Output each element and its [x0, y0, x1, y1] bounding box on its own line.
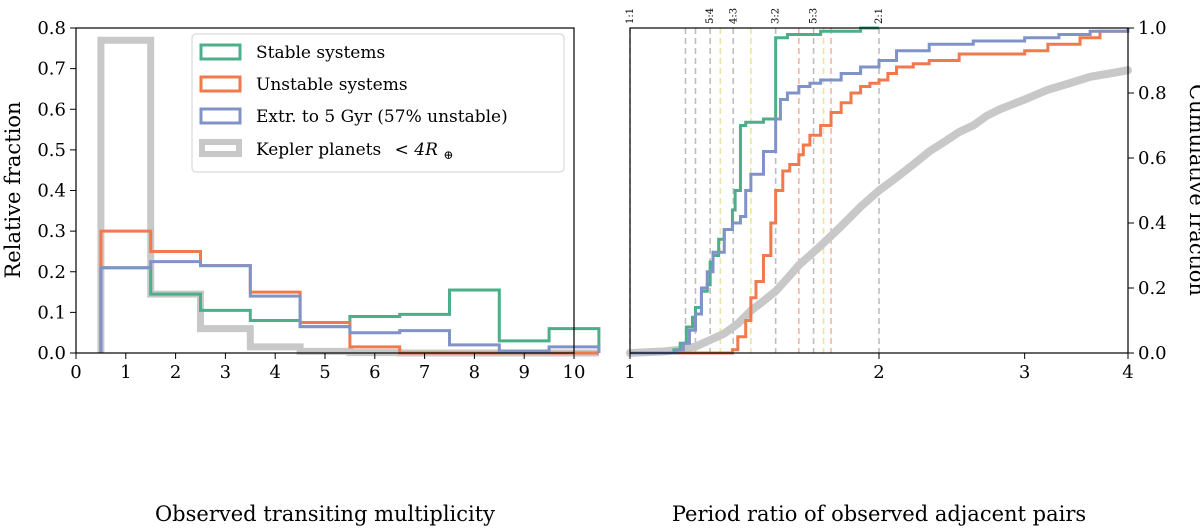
- histogram-x-axis-label: Observed transiting multiplicity: [155, 502, 495, 526]
- histogram-y-tick-label: 0.4: [37, 181, 66, 202]
- histogram-x-tick-label: 8: [469, 362, 480, 383]
- histogram-y-tick-label: 0.8: [37, 18, 66, 39]
- histogram-panel: 0 1 2 3 4 5 6 7 8 9 100.00.10.20.30.40.50.60.70.8 …: [1, 18, 601, 526]
- cumulative-y-axis-label: Cumulative fraction: [1185, 84, 1200, 296]
- histogram-x-tick-label: 9: [518, 362, 529, 383]
- histogram-x-tick-label: 1: [120, 362, 131, 383]
- histogram-y-tick-label: 0.7: [37, 59, 66, 80]
- cumulative-x-tick-label: 2: [873, 362, 884, 383]
- legend-label-kepler: Kepler planets < 4R ⊕: [256, 140, 453, 162]
- legend-swatch-stable: [199, 43, 242, 61]
- histogram-x-tick-label: 4: [269, 362, 280, 383]
- resonance-label: 5:4: [705, 8, 716, 24]
- histogram-legend: Stable systems Unstable systems Extr. to…: [191, 33, 565, 173]
- legend-box: [191, 33, 565, 173]
- legend-label-unstable: Unstable systems: [256, 75, 408, 95]
- histogram-y-tick-label: 0.1: [37, 302, 66, 323]
- cumulative-series: [626, 26, 1132, 357]
- cumulative-series-kepler: [626, 66, 1132, 357]
- resonance-label: 1:1: [625, 8, 636, 24]
- cumulative-y-tick-label: 0.6: [1138, 148, 1167, 169]
- resonance-label: 2:1: [874, 8, 885, 24]
- histogram-x-tick-label: 6: [369, 362, 380, 383]
- cumulative-series-unstable: [630, 29, 1128, 355]
- legend-swatch-extrapolated: [199, 107, 242, 125]
- resonance-label: 3:2: [771, 8, 782, 24]
- histogram-y-tick-label: 0.3: [37, 221, 66, 242]
- cumulative-y-tick-label: 0.0: [1138, 343, 1167, 364]
- histogram-y-tick-label: 0.5: [37, 140, 66, 161]
- cumulative-series-extrapolated: [630, 28, 1130, 355]
- cumulative-y-tick-label: 0.4: [1138, 213, 1167, 234]
- histogram-y-tick-label: 0.6: [37, 99, 66, 120]
- histogram-x-tick-label: 7: [419, 362, 430, 383]
- legend-swatch-unstable: [199, 75, 242, 93]
- cumulative-panel: 1:1 5:4 4:3 3:2 5:3 2:1 1 2 3 40.0 0.2 0.4 0.6 0.8 1.…: [624, 8, 1200, 526]
- legend-swatch-kepler: [199, 139, 242, 157]
- histogram-x-tick-label: 5: [319, 362, 330, 383]
- histogram-x-tick-label: 0: [70, 362, 81, 383]
- cumulative-ticks: 1 2 3 40.0 0.2 0.4 0.6 0.8 1.0: [624, 18, 1166, 383]
- histogram-y-axis-label: Relative fraction: [1, 101, 25, 278]
- cumulative-y-tick-label: 1.0: [1138, 18, 1167, 39]
- cumulative-y-tick-label: 0.8: [1138, 83, 1167, 104]
- resonance-label: 4:3: [728, 8, 739, 24]
- cumulative-x-tick-label: 1: [624, 362, 635, 383]
- resonance-lines: 1:1 5:4 4:3 3:2 5:3 2:1: [625, 8, 885, 353]
- legend-label-stable: Stable systems: [256, 43, 385, 63]
- histogram-series-extrapolated: [99, 260, 601, 353]
- histogram-x-tick-label: 10: [563, 362, 586, 383]
- histogram-y-tick-label: 0.2: [37, 262, 66, 283]
- histogram-ticks: 0 1 2 3 4 5 6 7 8 9 10 0.0 0.1 0.2 0.3 0.4 0.5 0.6 0.7 0.8: [37, 18, 585, 383]
- legend-label-extrapolated: Extr. to 5 Gyr (57% unstable): [256, 107, 508, 127]
- resonance-label: 5:3: [809, 8, 820, 24]
- cumulative-x-tick-label: 4: [1122, 362, 1133, 383]
- cumulative-x-tick-label: 3: [1019, 362, 1030, 383]
- cumulative-y-tick-label: 0.2: [1138, 278, 1167, 299]
- histogram-x-tick-label: 3: [220, 362, 231, 383]
- cumulative-x-axis-label: Period ratio of observed adjacent pairs: [672, 502, 1086, 526]
- histogram-y-tick-label: 0.0: [37, 343, 66, 364]
- histogram-x-tick-label: 2: [170, 362, 181, 383]
